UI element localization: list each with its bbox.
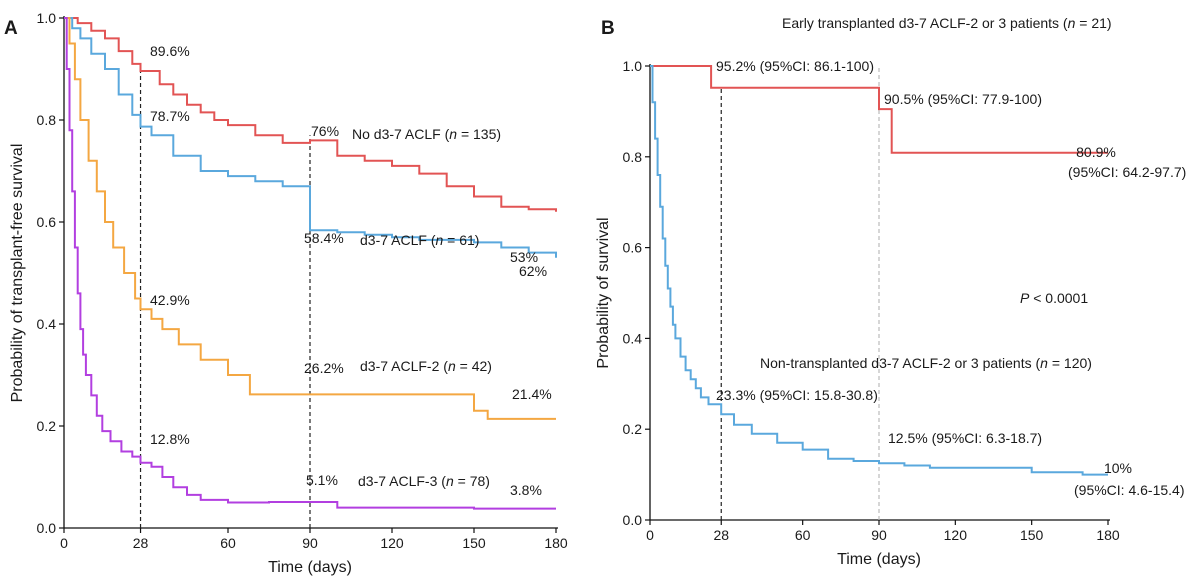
y-tick-label: 1.0 [623,58,643,74]
series-name-label: d3-7 ACLF (n = 61) [360,232,479,248]
y-tick-label: 0.6 [37,214,57,230]
series-name-label: d3-7 ACLF-2 (n = 42) [360,358,492,374]
y-tick-label: 0.0 [37,520,57,536]
series-line-early-transplanted-d3-7-aclf-2-or-3-patients [650,65,1108,154]
x-tick-label: 0 [646,527,654,543]
data-label: 78.7% [150,108,190,124]
data-label: 10% [1104,460,1132,476]
panel-letter-a: A [4,18,18,39]
data-label: 89.6% [150,43,190,59]
y-axis-title: Probability of survival [595,217,612,368]
y-tick-label: 0.6 [623,240,643,256]
data-label: 12.8% [150,431,190,447]
x-tick-label: 150 [462,535,486,551]
panel-letter-b: B [601,18,615,39]
data-label: 80.9% [1076,144,1116,160]
y-tick-label: 0.2 [623,421,643,437]
y-tick-label: 0.8 [623,149,643,165]
x-tick-label: 90 [302,535,318,551]
data-label: 58.4% [304,230,344,246]
series-name-label: Early transplanted d3-7 ACLF-2 or 3 pati… [782,15,1112,31]
series-line-d3-7-aclf [64,17,557,258]
x-tick-label: 0 [60,535,68,551]
x-tick-label: 180 [1096,527,1120,543]
series-name-label: Non-transplanted d3-7 ACLF-2 or 3 patien… [760,355,1092,371]
panel-a: A 0.0 0.2 0.4 0.6 0.8 1.0 0 28 60 90 120 150 180 Time … [4,10,568,576]
p-value-label: P < 0.0001 [1020,290,1088,306]
series-line-non-transplanted-d3-7-aclf-2-or-3-patients [650,65,1108,476]
data-label: 76% [311,123,339,139]
x-tick-label: 90 [871,527,887,543]
series-name-label: No d3-7 ACLF (n = 135) [352,126,501,142]
y-tick-label: 0.0 [623,512,643,528]
data-label: 12.5% (95%CI: 6.3-18.7) [888,430,1042,446]
data-label: 26.2% [304,360,344,376]
data-label: (95%CI: 4.6-15.4) [1074,482,1185,498]
panel-b: B 0.0 0.2 0.4 0.6 0.8 1.0 0 28 60 90 120 150 180 Time … [595,18,1186,568]
x-tick-label: 28 [133,535,149,551]
y-axis-title: Probability of transplant-free survival [9,144,26,403]
data-label: (95%CI: 64.2-97.7) [1068,164,1186,180]
x-tick-label: 150 [1020,527,1044,543]
series-line-d3-7-aclf-2 [64,17,556,420]
y-tick-label: 0.4 [37,316,57,332]
x-tick-label: 120 [944,527,968,543]
x-axis-title: Time (days) [268,559,352,576]
x-tick-label: 120 [380,535,404,551]
data-label: 5.1% [306,472,338,488]
x-tick-label: 60 [795,527,811,543]
data-label: 62% [519,263,547,279]
data-label: 3.8% [510,482,542,498]
y-tick-label: 1.0 [37,10,57,26]
y-tick-label: 0.4 [623,330,643,346]
data-label: 95.2% (95%CI: 86.1-100) [716,58,874,74]
data-label: 42.9% [150,292,190,308]
y-tick-label: 0.8 [37,112,57,128]
series-line-d3-7-aclf-3 [64,17,556,510]
data-label: 90.5% (95%CI: 77.9-100) [884,91,1042,107]
x-tick-label: 60 [220,535,236,551]
x-tick-label: 28 [713,527,729,543]
series-name-label: d3-7 ACLF-3 (n = 78) [358,473,490,489]
x-axis-title: Time (days) [837,551,921,568]
y-tick-label: 0.2 [37,418,57,434]
x-tick-label: 180 [544,535,568,551]
data-label: 23.3% (95%CI: 15.8-30.8) [716,387,878,403]
data-label: 53% [510,249,538,265]
series-line-no-d3-7-aclf [64,17,557,212]
data-label: 21.4% [512,386,552,402]
